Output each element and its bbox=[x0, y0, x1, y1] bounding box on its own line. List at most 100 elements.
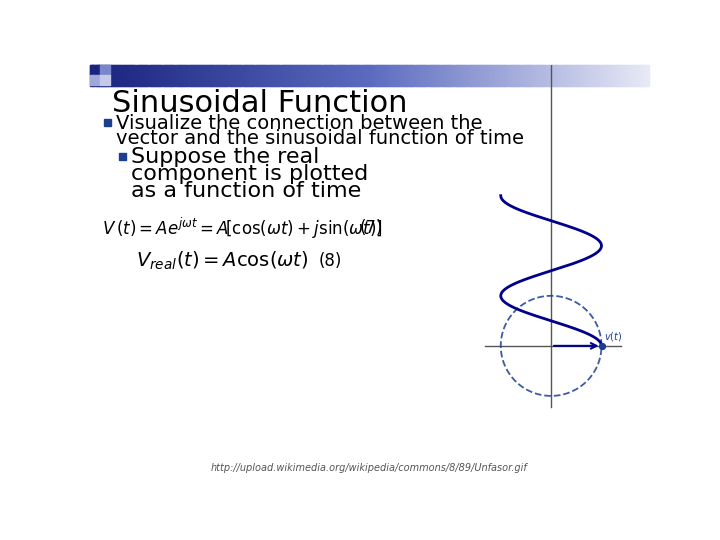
Bar bbox=[466, 65, 468, 86]
Bar bbox=[596, 65, 598, 86]
Bar bbox=[189, 65, 192, 86]
Bar bbox=[135, 65, 138, 86]
Bar bbox=[369, 65, 372, 86]
Bar bbox=[521, 65, 524, 86]
Bar bbox=[453, 65, 455, 86]
Bar bbox=[358, 65, 361, 86]
Bar bbox=[412, 65, 415, 86]
Bar bbox=[250, 65, 253, 86]
Bar bbox=[508, 65, 511, 86]
Text: Suppose the real: Suppose the real bbox=[131, 147, 320, 167]
Bar bbox=[313, 65, 316, 86]
Bar bbox=[289, 65, 292, 86]
Bar bbox=[99, 65, 102, 86]
Bar bbox=[611, 65, 613, 86]
Bar bbox=[631, 65, 634, 86]
Bar bbox=[642, 65, 645, 86]
Bar bbox=[609, 65, 611, 86]
Bar bbox=[159, 65, 161, 86]
Bar bbox=[177, 65, 180, 86]
Bar bbox=[294, 65, 297, 86]
Bar bbox=[336, 65, 338, 86]
Bar bbox=[510, 65, 513, 86]
Bar bbox=[266, 65, 269, 86]
Bar bbox=[549, 65, 552, 86]
Bar bbox=[306, 65, 308, 86]
Bar bbox=[204, 65, 206, 86]
Bar bbox=[207, 65, 210, 86]
Bar bbox=[90, 65, 100, 75]
Bar bbox=[408, 65, 410, 86]
Bar bbox=[164, 65, 167, 86]
Bar bbox=[300, 65, 303, 86]
Bar bbox=[637, 65, 639, 86]
Bar bbox=[441, 65, 444, 86]
Bar bbox=[319, 65, 321, 86]
Bar bbox=[568, 65, 571, 86]
Bar bbox=[284, 65, 286, 86]
Bar bbox=[163, 65, 165, 86]
Bar bbox=[105, 65, 107, 86]
Bar bbox=[110, 65, 113, 86]
Bar bbox=[330, 65, 333, 86]
Bar bbox=[150, 65, 152, 86]
Bar bbox=[598, 65, 600, 86]
Bar bbox=[365, 65, 368, 86]
Bar bbox=[125, 65, 128, 86]
Text: $v(t)$: $v(t)$ bbox=[604, 330, 622, 343]
Bar bbox=[552, 65, 554, 86]
Bar bbox=[140, 65, 143, 86]
Bar bbox=[512, 65, 515, 86]
Bar bbox=[231, 65, 234, 86]
Bar bbox=[505, 65, 508, 86]
Bar bbox=[172, 65, 174, 86]
Bar bbox=[258, 65, 260, 86]
Bar bbox=[170, 65, 173, 86]
Bar bbox=[192, 65, 195, 86]
Bar bbox=[615, 65, 617, 86]
Bar bbox=[503, 65, 505, 86]
Bar bbox=[202, 65, 204, 86]
Bar bbox=[462, 65, 464, 86]
Bar bbox=[562, 65, 565, 86]
Bar bbox=[498, 65, 500, 86]
Bar bbox=[633, 65, 636, 86]
Bar bbox=[406, 65, 409, 86]
Bar bbox=[378, 65, 381, 86]
Bar bbox=[228, 65, 230, 86]
Bar bbox=[278, 65, 281, 86]
Bar bbox=[265, 65, 267, 86]
Bar bbox=[145, 65, 148, 86]
Bar bbox=[628, 65, 630, 86]
Bar bbox=[94, 65, 96, 86]
Bar bbox=[459, 65, 461, 86]
Bar bbox=[415, 65, 418, 86]
Bar bbox=[271, 65, 273, 86]
Bar bbox=[92, 65, 94, 86]
Bar bbox=[456, 65, 459, 86]
Bar bbox=[539, 65, 541, 86]
Bar bbox=[421, 65, 423, 86]
Bar bbox=[618, 65, 621, 86]
Bar bbox=[386, 65, 388, 86]
Text: http://upload.wikimedia.org/wikipedia/commons/8/89/Unfasor.gif: http://upload.wikimedia.org/wikipedia/co… bbox=[211, 463, 527, 473]
Bar bbox=[514, 65, 517, 86]
Bar bbox=[594, 65, 597, 86]
Bar bbox=[397, 65, 400, 86]
Bar bbox=[467, 65, 470, 86]
Bar bbox=[587, 65, 589, 86]
Bar bbox=[575, 65, 578, 86]
Bar bbox=[347, 65, 349, 86]
Bar bbox=[431, 65, 433, 86]
Bar bbox=[400, 65, 403, 86]
Bar bbox=[607, 65, 610, 86]
Bar bbox=[179, 65, 182, 86]
Bar bbox=[485, 65, 487, 86]
Bar bbox=[531, 65, 534, 86]
Bar bbox=[479, 65, 482, 86]
Text: Visualize the connection between the: Visualize the connection between the bbox=[116, 114, 482, 133]
Bar bbox=[246, 65, 249, 86]
Bar bbox=[354, 65, 356, 86]
Bar bbox=[124, 65, 126, 86]
Bar bbox=[345, 65, 348, 86]
